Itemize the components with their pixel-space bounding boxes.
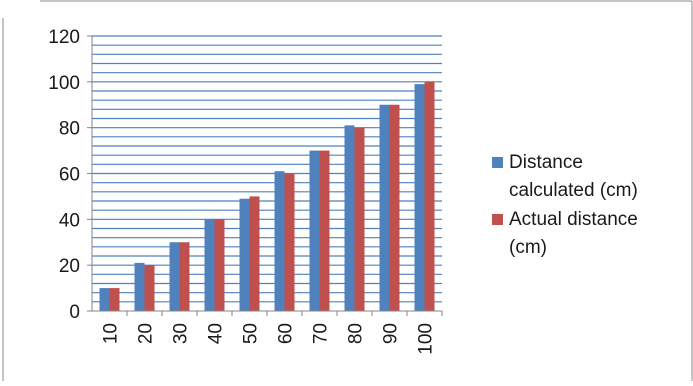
bar-distance-calculated: [99, 288, 110, 311]
bar-distance-calculated: [239, 198, 250, 311]
y-tick-label: 0: [69, 302, 80, 323]
y-tick-label: 80: [59, 119, 80, 140]
y-axis-tick-labels: 0 20 40 60 80 100 120: [48, 27, 80, 323]
bar-actual-distance: [249, 196, 260, 311]
legend-label-line: (cm): [509, 237, 547, 258]
bar-actual-distance: [424, 81, 435, 311]
x-tick-label: 20: [136, 323, 157, 344]
bar-distance-calculated: [274, 171, 285, 311]
bar-actual-distance: [144, 265, 155, 311]
bar-distance-calculated: [169, 242, 180, 311]
y-tick-label: 60: [59, 165, 80, 186]
legend: Distance calculated (cm) Actual distance…: [492, 152, 638, 258]
y-tick-label: 40: [59, 210, 80, 231]
bar-actual-distance: [179, 242, 190, 311]
bar-distance-calculated: [309, 150, 320, 311]
bar-distance-calculated: [379, 104, 390, 311]
x-tick-label: 60: [276, 323, 297, 344]
axes: [87, 35, 443, 316]
x-tick-label: 30: [171, 323, 192, 344]
legend-item-actual-distance: Actual distance (cm): [492, 209, 638, 258]
legend-label-line: Distance: [509, 152, 583, 173]
bar-actual-distance: [389, 104, 400, 311]
legend-swatch-actual-distance: [492, 214, 503, 225]
legend-swatch-distance-calculated: [492, 157, 503, 168]
bar-distance-calculated: [414, 84, 425, 311]
bar-actual-distance: [284, 173, 295, 311]
y-tick-label: 120: [48, 27, 80, 48]
x-axis-tick-labels: 10 20 30 40 50 60 70 80 90 100: [101, 323, 437, 355]
bar-distance-calculated: [204, 219, 215, 311]
y-tick-label: 20: [59, 256, 80, 277]
x-tick-label: 10: [101, 323, 122, 344]
legend-label-line: Actual distance: [509, 209, 638, 230]
x-tick-label: 90: [381, 323, 402, 344]
bar-distance-calculated: [134, 262, 145, 311]
x-tick-label: 100: [416, 323, 437, 355]
bar-actual-distance: [109, 288, 120, 311]
x-tick-label: 40: [206, 323, 227, 344]
bar-actual-distance: [354, 127, 365, 312]
legend-label-line: calculated (cm): [509, 180, 638, 201]
x-tick-label: 80: [346, 323, 367, 344]
x-tick-label: 70: [311, 323, 332, 344]
legend-item-distance-calculated: Distance calculated (cm): [492, 152, 638, 201]
bars: [99, 81, 435, 312]
bar-actual-distance: [319, 150, 330, 311]
y-tick-label: 100: [48, 73, 80, 94]
x-tick-label: 50: [241, 323, 262, 344]
bar-actual-distance: [214, 219, 225, 311]
bar-distance-calculated: [344, 125, 355, 311]
